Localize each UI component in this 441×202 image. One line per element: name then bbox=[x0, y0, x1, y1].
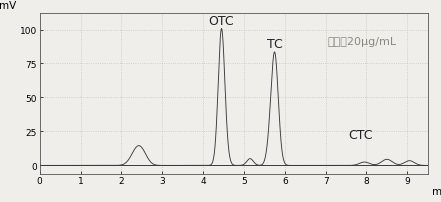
Y-axis label: mV: mV bbox=[0, 1, 16, 11]
Text: 浓度：20μg/mL: 浓度：20μg/mL bbox=[328, 37, 397, 47]
Text: CTC: CTC bbox=[348, 128, 373, 141]
Text: OTC: OTC bbox=[209, 15, 234, 28]
Text: min: min bbox=[432, 186, 441, 196]
Text: TC: TC bbox=[267, 38, 282, 51]
